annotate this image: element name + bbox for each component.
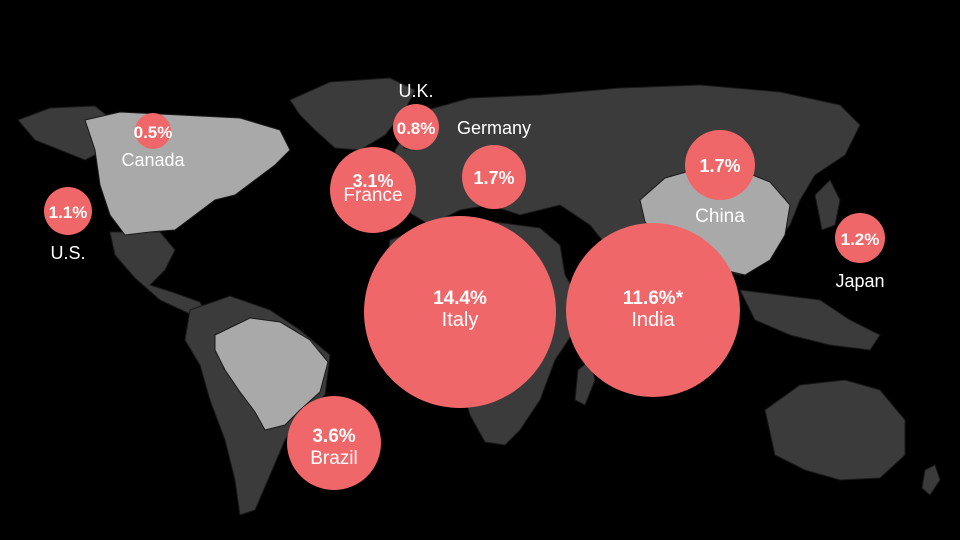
country-label-china: China bbox=[695, 206, 745, 227]
marker-france: 3.1%France bbox=[330, 147, 416, 233]
new-zealand-shape bbox=[921, 464, 941, 496]
bubble-france bbox=[330, 147, 416, 233]
marker-brazil: 3.6%Brazil bbox=[287, 396, 381, 490]
marker-canada: 0.5% Canada bbox=[121, 113, 186, 170]
value-label-china: 1.7% bbox=[699, 156, 740, 176]
marker-us: 1.1% U.S. bbox=[44, 187, 92, 263]
value-label-germany: 1.7% bbox=[473, 168, 514, 188]
value-label-india: 11.6%* bbox=[623, 288, 684, 309]
bubble-uk bbox=[393, 104, 439, 150]
country-label-india: India bbox=[631, 309, 675, 331]
bubble-layer: 1.1% U.S. 0.5% Canada 0.8% U.K. 1.7% Germany 3.1… bbox=[44, 81, 885, 490]
bubble-italy bbox=[364, 216, 556, 408]
mexico-central-america-shape bbox=[109, 231, 206, 315]
value-label-uk: 0.8% bbox=[397, 119, 436, 138]
value-label-brazil: 3.6% bbox=[312, 426, 355, 447]
marker-india: 11.6%*India bbox=[566, 223, 740, 397]
country-label-france: France bbox=[343, 185, 402, 206]
bubble-india bbox=[566, 223, 740, 397]
marker-uk: 0.8% U.K. bbox=[393, 81, 439, 150]
australia-shape bbox=[764, 379, 906, 481]
country-label-japan: Japan bbox=[835, 271, 884, 291]
country-label-brazil: Brazil bbox=[310, 448, 358, 469]
marker-germany: 1.7% Germany bbox=[457, 118, 531, 209]
country-label-uk: U.K. bbox=[398, 81, 433, 101]
marker-japan: 1.2% Japan bbox=[835, 213, 885, 291]
bubble-germany bbox=[462, 145, 526, 209]
bubble-brazil bbox=[287, 396, 381, 490]
value-label-italy: 14.4% bbox=[433, 288, 487, 309]
country-label-germany: Germany bbox=[457, 118, 531, 138]
japan-shape bbox=[814, 179, 841, 231]
value-label-canada: 0.5% bbox=[134, 123, 173, 142]
country-label-us: U.S. bbox=[50, 243, 85, 263]
greenland-shape bbox=[289, 77, 416, 151]
value-label-us: 1.1% bbox=[49, 203, 88, 222]
marker-italy: 14.4%Italy bbox=[364, 216, 556, 408]
bubble-china bbox=[685, 130, 755, 200]
country-label-italy: Italy bbox=[442, 309, 479, 331]
bubble-canada bbox=[135, 113, 171, 149]
marker-china: 1.7% China bbox=[685, 130, 755, 227]
bubble-japan bbox=[835, 213, 885, 263]
north-america-shape bbox=[84, 111, 291, 236]
value-label-japan: 1.2% bbox=[841, 230, 880, 249]
country-label-canada: Canada bbox=[121, 150, 185, 170]
bubble-us bbox=[44, 187, 92, 235]
value-label-france: 3.1% bbox=[352, 171, 393, 191]
highlighted-land bbox=[84, 111, 791, 431]
brazil-shape bbox=[214, 317, 329, 431]
southeast-asia-shape bbox=[739, 289, 881, 351]
